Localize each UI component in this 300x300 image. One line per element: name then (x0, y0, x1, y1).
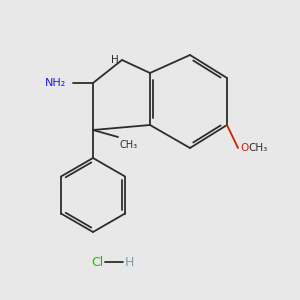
Text: NH₂: NH₂ (44, 78, 66, 88)
Text: CH₃: CH₃ (120, 140, 138, 150)
Text: H: H (111, 55, 119, 65)
Text: Cl: Cl (91, 256, 103, 268)
Text: H: H (125, 256, 134, 268)
Text: CH₃: CH₃ (248, 143, 267, 153)
Text: O: O (240, 143, 248, 153)
